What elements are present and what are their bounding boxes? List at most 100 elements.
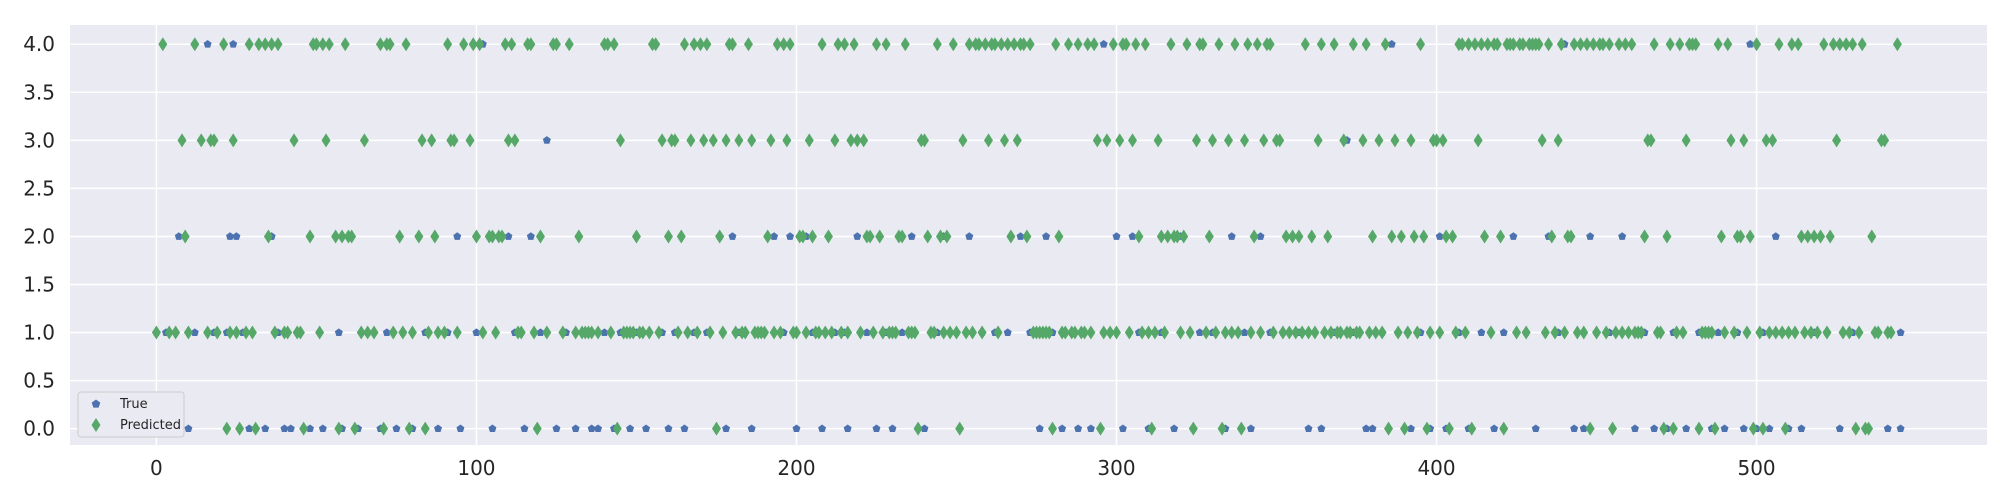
predicted-point (1012, 133, 1022, 148)
predicted-point (299, 421, 309, 436)
true-point (1720, 424, 1729, 433)
true-point (1477, 328, 1486, 336)
true-point (792, 424, 801, 433)
predicted-point (1588, 37, 1598, 52)
predicted-point (1844, 325, 1854, 340)
predicted-point (254, 37, 264, 52)
true-point (1368, 424, 1377, 433)
predicted-point (171, 325, 181, 340)
predicted-point (1745, 229, 1755, 244)
predicted-point (1140, 37, 1150, 52)
predicted-point (1512, 325, 1522, 340)
true-point (1531, 424, 1540, 433)
predicted-point (1566, 229, 1576, 244)
predicted-point (1323, 229, 1333, 244)
predicted-point (1473, 133, 1483, 148)
y-tick-label: 3.5 (23, 80, 55, 104)
predicted-point (798, 229, 808, 244)
predicted-point (1864, 421, 1874, 436)
predicted-point (500, 37, 510, 52)
predicted-point (571, 325, 581, 340)
true-point (226, 232, 235, 240)
predicted-point (1105, 325, 1115, 340)
predicted-point (1432, 133, 1442, 148)
predicted-point (1294, 229, 1304, 244)
predicted-point (743, 37, 753, 52)
predicted-point (503, 133, 513, 148)
predicted-point (395, 229, 405, 244)
predicted-point (1070, 325, 1080, 340)
predicted-point (407, 325, 417, 340)
true-point (1618, 232, 1627, 240)
predicted-point (827, 325, 837, 340)
predicted-point (843, 325, 853, 340)
predicted-point (1812, 325, 1822, 340)
predicted-point (692, 325, 702, 340)
predicted-point (705, 325, 715, 340)
predicted-point (231, 325, 241, 340)
predicted-point (1275, 133, 1285, 148)
predicted-point (1409, 229, 1419, 244)
predicted-point (1601, 325, 1611, 340)
predicted-point (1451, 325, 1461, 340)
predicted-point (1467, 421, 1477, 436)
predicted-point (1544, 37, 1554, 52)
true-point (190, 328, 199, 336)
predicted-point (1608, 421, 1618, 436)
true-point (907, 232, 916, 240)
true-point (642, 424, 651, 433)
predicted-point (1774, 37, 1784, 52)
predicted-point (1416, 37, 1426, 52)
predicted-point (1828, 37, 1838, 52)
predicted-point (1678, 325, 1688, 340)
predicted-point (1361, 37, 1371, 52)
predicted-point (1892, 37, 1902, 52)
y-tick-label: 0.0 (23, 417, 55, 441)
predicted-point (1560, 325, 1570, 340)
predicted-point (1198, 37, 1208, 52)
predicted-point (695, 37, 705, 52)
predicted-point (177, 133, 187, 148)
predicted-point (1054, 229, 1064, 244)
legend: True Predicted (77, 391, 185, 438)
predicted-point (379, 421, 389, 436)
predicted-point (1796, 229, 1806, 244)
predicted-point (1387, 229, 1397, 244)
predicted-point (1809, 229, 1819, 244)
predicted-point (1848, 37, 1858, 52)
predicted-point (334, 421, 344, 436)
predicted-point (1396, 229, 1406, 244)
predicted-point (1825, 229, 1835, 244)
true-point (203, 40, 212, 48)
predicted-point (663, 229, 673, 244)
predicted-point (468, 37, 478, 52)
true-point (1246, 424, 1255, 433)
predicted-point (1460, 325, 1470, 340)
predicted-point (951, 325, 961, 340)
predicted-point (1486, 325, 1496, 340)
true-point (680, 424, 689, 433)
predicted-point (1377, 325, 1387, 340)
predicted-point (1150, 325, 1160, 340)
predicted-point (807, 229, 817, 244)
predicted-point (1592, 325, 1602, 340)
predicted-point (759, 325, 769, 340)
true-point (1170, 424, 1179, 433)
predicted-point (1412, 325, 1422, 340)
predicted-point (1585, 421, 1595, 436)
predicted-point (689, 37, 699, 52)
predicted-point (235, 421, 245, 436)
predicted-point (190, 37, 200, 52)
predicted-point (670, 133, 680, 148)
predicted-point (958, 133, 968, 148)
predicted-point (260, 37, 270, 52)
true-point (571, 424, 580, 433)
predicted-point (1300, 37, 1310, 52)
predicted-point (1230, 37, 1240, 52)
predicted-point (740, 325, 750, 340)
predicted-point (638, 325, 648, 340)
true-point (1765, 424, 1774, 433)
predicted-point (1153, 133, 1163, 148)
predicted-point (1310, 325, 1320, 340)
predicted-point (1425, 325, 1435, 340)
